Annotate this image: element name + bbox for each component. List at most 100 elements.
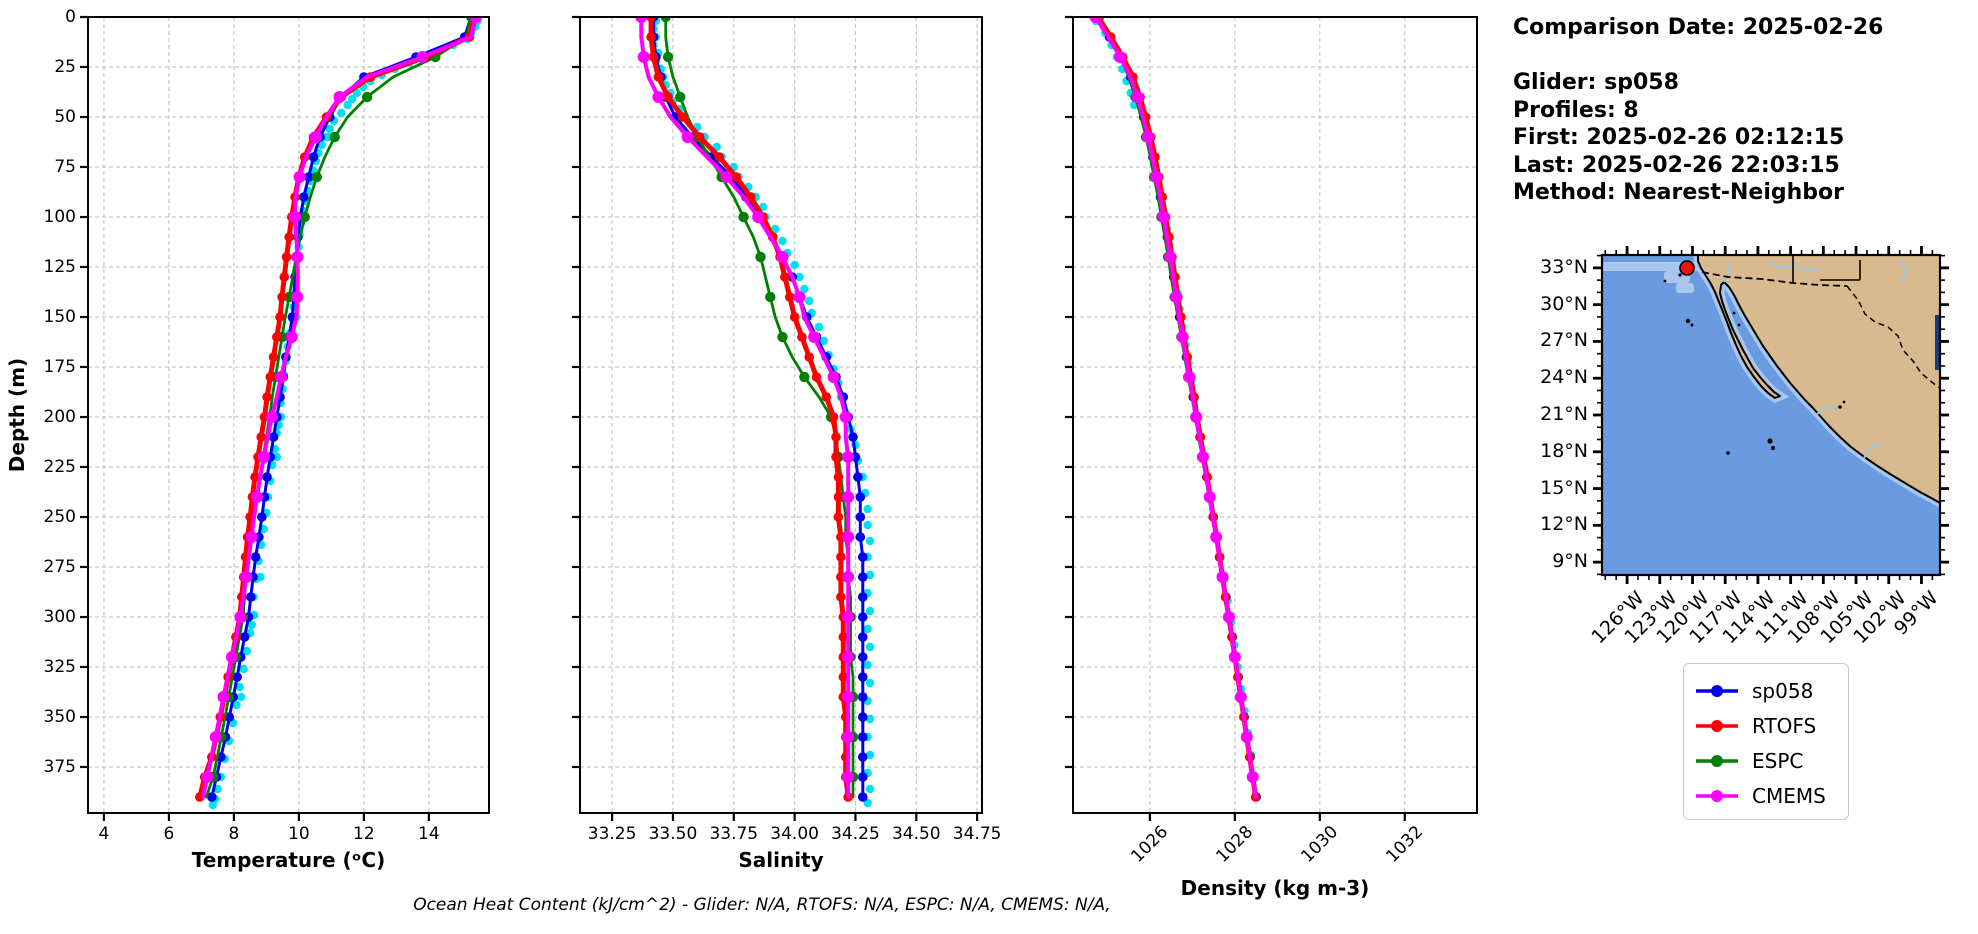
legend-item-rtofs: RTOFS — [1694, 708, 1838, 743]
x-tick-label: 1026 — [1127, 822, 1173, 867]
plot-frame — [87, 16, 490, 814]
temperature-plot — [80, 15, 490, 821]
glider-location-marker — [1679, 260, 1695, 276]
depth-tick-label: 250 — [43, 507, 76, 527]
x-tick-label: 6 — [163, 824, 175, 844]
map-island — [1838, 405, 1842, 409]
map-island — [1732, 311, 1736, 315]
depth-tick-label: 0 — [65, 7, 76, 27]
map-lat-label: 21°N — [1540, 403, 1588, 425]
map-island — [1726, 451, 1730, 455]
x-tick-label: 12 — [353, 824, 375, 844]
map-lat-label: 12°N — [1540, 513, 1588, 536]
info-line: Last: 2025-02-26 22:03:15 — [1513, 152, 1840, 178]
x-tick-label: 33.75 — [709, 824, 759, 844]
depth-tick-label: 300 — [43, 607, 76, 627]
legend-item-cmems: CMEMS — [1694, 778, 1838, 813]
density-canvas — [1065, 15, 1478, 821]
depth-tick-label: 25 — [54, 57, 76, 77]
depth-tick-label: 50 — [54, 107, 76, 127]
legend-marker-cmems — [1696, 789, 1738, 802]
map-island — [1842, 400, 1846, 404]
map-river — [1769, 260, 1821, 273]
series-ESPC — [204, 17, 477, 799]
legend-marker-rtofs — [1696, 719, 1738, 732]
legend-label: sp058 — [1752, 678, 1814, 703]
us-mexico-border — [1701, 271, 1848, 287]
legend-marker-espc — [1696, 754, 1738, 767]
series-sp058 — [1091, 17, 1261, 802]
map-lat-label: 18°N — [1540, 439, 1588, 462]
map-river — [1899, 260, 1909, 282]
map-island — [1737, 323, 1741, 327]
glider-raw-scatter — [1091, 17, 1262, 802]
plot-frame — [579, 16, 983, 814]
map-canvas — [1593, 246, 1949, 584]
legend-item-sp058: sp058 — [1694, 673, 1838, 708]
series-CMEMS — [201, 17, 482, 799]
map-island — [1663, 279, 1667, 283]
map-lat-label: 27°N — [1540, 329, 1588, 352]
legend-label: RTOFS — [1752, 713, 1817, 738]
x-tick-label: 1030 — [1297, 822, 1342, 867]
depth-tick-label: 350 — [43, 707, 76, 727]
depth-tick-label: 200 — [43, 407, 76, 427]
info-line: Method: Nearest-Neighbor — [1513, 180, 1844, 205]
glider-raw-scatter — [208, 17, 482, 810]
map-lat-label: 15°N — [1540, 476, 1588, 499]
map-panel — [1593, 246, 1949, 584]
x-tick-label: 33.25 — [587, 824, 637, 844]
map-lat-label: 24°N — [1540, 366, 1588, 389]
salinity-canvas — [572, 15, 983, 821]
series-sp058 — [207, 17, 476, 802]
salinity-axis-label: Salinity — [738, 848, 824, 872]
info-line — [1513, 42, 1883, 70]
map-island — [1767, 438, 1773, 444]
map-river — [1815, 405, 1839, 416]
map-island — [1690, 323, 1694, 327]
depth-tick-label: 125 — [43, 257, 76, 277]
x-tick-label: 10 — [288, 824, 310, 844]
map-island — [1685, 318, 1691, 324]
info-line: Profiles: 8 — [1513, 97, 1639, 123]
depth-tick-label: 275 — [43, 557, 76, 577]
x-tick-label: 4 — [98, 824, 110, 844]
map-lat-label: 33°N — [1540, 255, 1588, 278]
x-tick-label: 34.50 — [891, 824, 941, 844]
comparison-date-line: Comparison Date: 2025-02-26 — [1513, 15, 1884, 40]
x-tick-label: 14 — [418, 824, 440, 844]
info-line: Glider: sp058 — [1513, 70, 1679, 95]
legend: sp058 RTOFS ESPC CMEMS — [1683, 663, 1849, 820]
legend-item-espc: ESPC — [1694, 743, 1838, 778]
map-lat-label: 9°N — [1552, 550, 1588, 573]
depth-tick-label: 175 — [43, 357, 76, 377]
density-axis-label: Density (kg m-3) — [1180, 876, 1370, 900]
info-line: First: 2025-02-26 02:12:15 — [1513, 125, 1845, 150]
x-tick-label: 1032 — [1382, 822, 1427, 867]
depth-tick-label: 325 — [43, 657, 76, 677]
ocean-heat-content-note: Ocean Heat Content (kJ/cm^2) - Glider: N… — [413, 895, 1111, 915]
legend-label: ESPC — [1752, 748, 1804, 773]
depth-tick-label: 225 — [43, 457, 76, 477]
x-tick-label: 34.25 — [831, 824, 880, 844]
series-CMEMS — [1089, 17, 1259, 799]
legend-label: CMEMS — [1752, 783, 1826, 808]
series-CMEMS — [635, 17, 855, 799]
x-tick-label: 33.50 — [648, 824, 698, 844]
state-border-dashed — [1846, 285, 1940, 389]
depth-tick-label: 375 — [43, 757, 76, 777]
map-island — [1678, 273, 1682, 277]
x-tick-label: 34.00 — [770, 824, 819, 844]
depth-tick-label: 100 — [43, 207, 76, 227]
density-plot — [1065, 15, 1478, 821]
x-tick-label: 8 — [228, 824, 240, 844]
map-island — [1771, 446, 1775, 450]
series-RTOFS — [646, 17, 853, 802]
depth-tick-label: 75 — [54, 157, 76, 177]
map-lat-label: 30°N — [1540, 292, 1588, 315]
temperature-axis-label: Temperature (ᵒC) — [191, 848, 386, 872]
map-land — [1697, 255, 1940, 504]
legend-marker-sp058 — [1696, 684, 1738, 697]
x-tick-label: 1028 — [1212, 822, 1257, 867]
